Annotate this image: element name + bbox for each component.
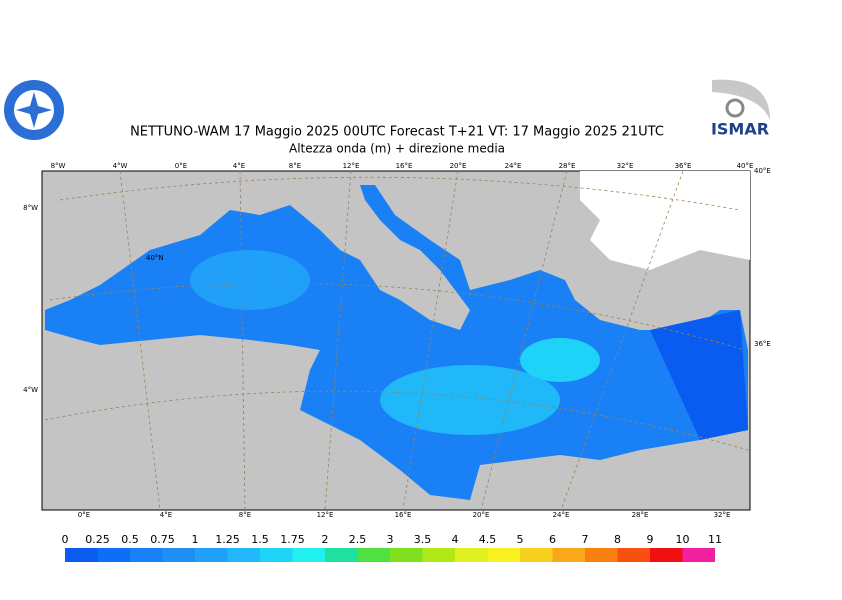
colorbar-box [195, 548, 228, 562]
colorbar-box [585, 548, 618, 562]
logo-left [4, 80, 64, 140]
logo-text: ISMAR [711, 120, 769, 139]
colorbar-label: 0.5 [121, 533, 139, 546]
lat-label: 40°E [754, 167, 771, 175]
sea-shade [190, 250, 310, 310]
colorbar-box [455, 548, 488, 562]
lon-label: 12°E [343, 162, 360, 170]
lon-label: 16°E [396, 162, 413, 170]
colorbar-label: 0 [62, 533, 69, 546]
lon-label: 8°E [239, 511, 251, 519]
colorbar-label: 0.25 [85, 533, 110, 546]
sea-shade [520, 338, 600, 382]
colorbar-box [390, 548, 423, 562]
lon-label: 4°W [113, 162, 128, 170]
lat-label: 4°W [23, 386, 38, 394]
colorbar-box [227, 548, 260, 562]
colorbar-box [97, 548, 130, 562]
colorbar-label: 8 [614, 533, 621, 546]
colorbar-box [552, 548, 585, 562]
colorbar-box [650, 548, 683, 562]
colorbar-label: 7 [582, 533, 589, 546]
colorbar-label: 4.5 [479, 533, 497, 546]
colorbar-label: 5 [517, 533, 524, 546]
lon-label: 8°E [289, 162, 301, 170]
lon-label: 20°E [473, 511, 490, 519]
colorbar-label: 4 [452, 533, 459, 546]
lon-label: 28°E [632, 511, 649, 519]
lon-label: 16°E [395, 511, 412, 519]
lon-label: 4°E [160, 511, 172, 519]
lat-label: 8°W [23, 204, 38, 212]
lon-label: 0°E [78, 511, 90, 519]
colorbar-box [487, 548, 520, 562]
colorbar-box [617, 548, 650, 562]
colorbar-label: 1.75 [280, 533, 305, 546]
lon-label: 36°E [675, 162, 692, 170]
lon-label: 32°E [617, 162, 634, 170]
lon-label: 4°E [233, 162, 245, 170]
colorbar-label: 1.5 [251, 533, 269, 546]
colorbar-box [162, 548, 195, 562]
colorbar-label: 10 [676, 533, 690, 546]
graticule [119, 170, 684, 511]
colorbar-box [65, 548, 98, 562]
land-white [580, 171, 750, 270]
graticule [44, 176, 749, 451]
colorbar-label: 0.75 [150, 533, 175, 546]
subtitle: Altezza onda (m) + direzione media [289, 142, 505, 156]
colorbar-box [260, 548, 293, 562]
colorbar-box [520, 548, 553, 562]
colorbar-label: 3.5 [414, 533, 432, 546]
colorbar-box [422, 548, 455, 562]
colorbar-box [292, 548, 325, 562]
colorbar-label: 1 [192, 533, 199, 546]
sea-shade [380, 365, 560, 435]
lon-label: 20°E [450, 162, 467, 170]
map [41, 170, 751, 511]
colorbar-label: 2.5 [349, 533, 367, 546]
logo-arc [712, 79, 770, 120]
lon-label: 0°E [175, 162, 187, 170]
colorbar-box [682, 548, 715, 562]
lon-label: 12°E [317, 511, 334, 519]
colorbar-box [130, 548, 163, 562]
lat-label: 40°N [146, 254, 164, 262]
title: NETTUNO-WAM 17 Maggio 2025 00UTC Forecas… [130, 125, 664, 140]
lon-label: 24°E [553, 511, 570, 519]
lon-label: 8°W [51, 162, 66, 170]
lon-label: 32°E [714, 511, 731, 519]
colorbar-label: 9 [647, 533, 654, 546]
logo-ring [725, 98, 745, 118]
lon-label: 28°E [559, 162, 576, 170]
colorbar-box [357, 548, 390, 562]
colorbar-label: 2 [322, 533, 329, 546]
colorbar-label: 11 [708, 533, 722, 546]
logo-star [16, 92, 52, 128]
logo-right: ISMAR [711, 79, 770, 139]
colorbar-label: 6 [549, 533, 556, 546]
sea-shade [650, 310, 748, 440]
lon-label: 40°E [737, 162, 754, 170]
colorbar-label: 3 [387, 533, 394, 546]
lon-label: 24°E [505, 162, 522, 170]
colorbar-label: 1.25 [215, 533, 240, 546]
lat-label: 36°E [754, 340, 771, 348]
colorbar-box [325, 548, 358, 562]
